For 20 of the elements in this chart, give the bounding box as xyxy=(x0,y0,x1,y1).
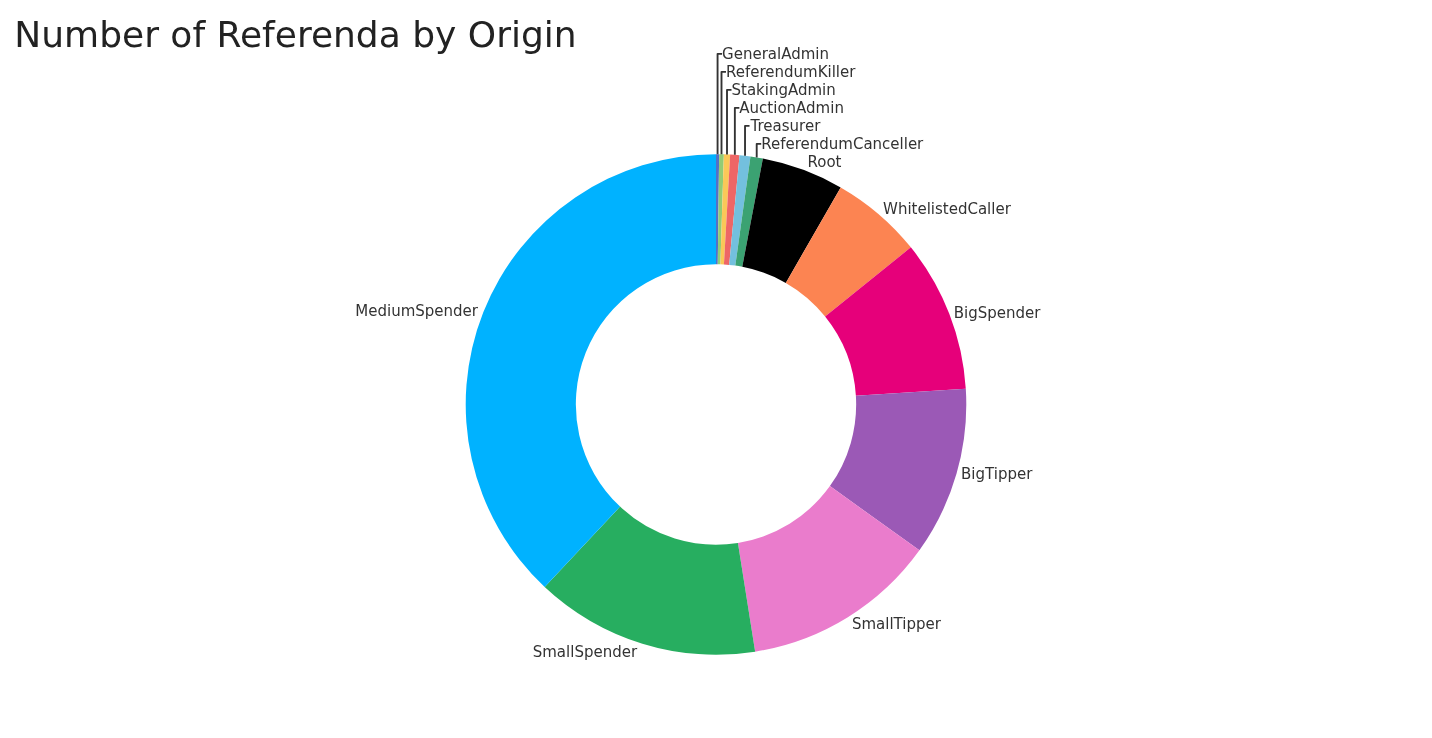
donut-slice xyxy=(720,154,731,265)
donut-slice xyxy=(717,154,724,265)
slice-label: AuctionAdmin xyxy=(739,98,844,117)
slice-label: BigSpender xyxy=(953,303,1042,322)
slice-label: ReferendumCanceller xyxy=(761,134,925,153)
donut-slice xyxy=(735,156,763,267)
slice-label: GeneralAdmin xyxy=(722,44,829,63)
donut-slice xyxy=(716,154,720,265)
slice-label: BigTipper xyxy=(961,465,1034,484)
slice-label: Root xyxy=(807,152,842,171)
slice-label: WhitelistedCaller xyxy=(883,199,1012,218)
slice-label: StakingAdmin xyxy=(731,80,836,99)
slice-label: SmallTipper xyxy=(851,614,942,633)
donut-slice xyxy=(729,155,751,266)
slice-label: SmallSpender xyxy=(532,642,638,661)
slice-label: ReferendumKiller xyxy=(726,62,857,81)
donut-slice xyxy=(723,154,740,265)
slice-label: MediumSpender xyxy=(355,302,479,321)
chart-title: Number of Referenda by Origin xyxy=(14,14,577,56)
slice-label: Treasurer xyxy=(749,116,822,135)
